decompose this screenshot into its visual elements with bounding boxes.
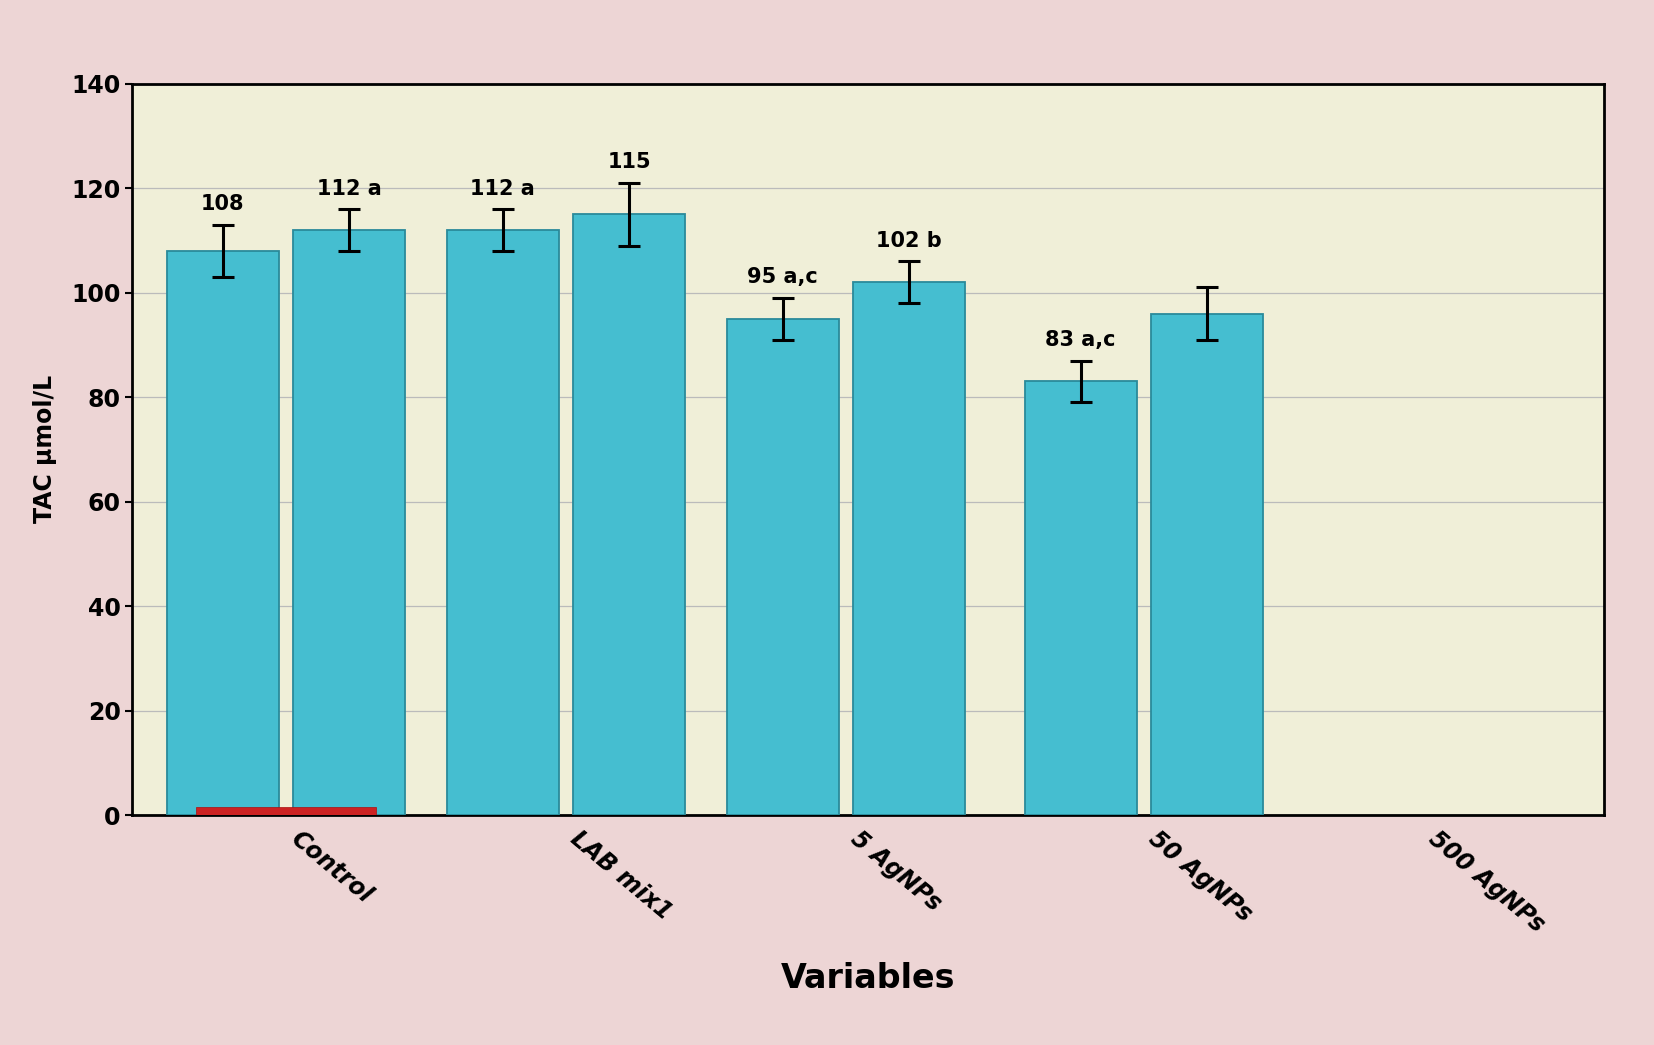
Text: 112 a: 112 a: [316, 179, 382, 199]
Bar: [293, 230, 405, 815]
Bar: [853, 282, 964, 815]
Bar: [572, 214, 685, 815]
Text: 83 a,c: 83 a,c: [1045, 330, 1116, 350]
Text: 95 a,c: 95 a,c: [748, 268, 819, 287]
Bar: [1024, 381, 1136, 815]
Text: 102 b: 102 b: [877, 231, 941, 251]
Bar: [195, 807, 375, 815]
Text: 112 a: 112 a: [470, 179, 534, 199]
Bar: [726, 319, 839, 815]
Bar: [1151, 314, 1264, 815]
Bar: [447, 230, 559, 815]
Text: 115: 115: [607, 153, 650, 172]
X-axis label: Variables: Variables: [781, 961, 956, 995]
Y-axis label: TAC μmol/L: TAC μmol/L: [33, 375, 58, 524]
Text: 108: 108: [200, 194, 245, 214]
Bar: [167, 251, 278, 815]
